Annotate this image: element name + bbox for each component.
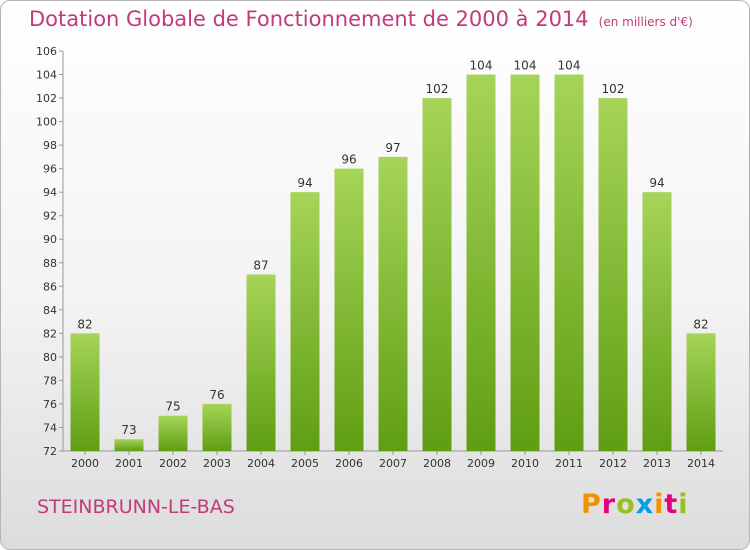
y-tick-label: 74 [43,421,57,434]
bar-2003 [202,403,232,451]
bar-2005 [290,192,320,452]
data-label: 104 [558,59,581,73]
data-label: 97 [385,141,400,155]
bar-2001 [114,439,144,451]
bar-2012 [598,98,628,451]
bar-2008 [422,98,452,451]
data-label: 102 [426,82,449,96]
x-tick-label: 2006 [335,457,363,470]
y-tick-label: 82 [43,327,57,340]
x-tick-label: 2003 [203,457,231,470]
x-tick-label: 2012 [599,457,627,470]
y-tick-label: 102 [36,92,57,105]
x-tick-label: 2007 [379,457,407,470]
x-tick-label: 2001 [115,457,143,470]
bar-2000 [70,333,100,451]
proxiti-logo: Proxiti [581,489,689,520]
x-tick-label: 2013 [643,457,671,470]
x-tick-label: 2010 [511,457,539,470]
chart-title-text: Dotation Globale de Fonctionnement de 20… [29,7,589,31]
x-tick-label: 2005 [291,457,319,470]
chart-unit: (en milliers d'€) [598,15,693,29]
bar-2004 [246,274,276,451]
y-tick-label: 80 [43,351,57,364]
chart-title: Dotation Globale de Fonctionnement de 20… [29,7,693,31]
y-tick-label: 100 [36,116,57,129]
x-tick-label: 2004 [247,457,275,470]
commune-name: STEINBRUNN-LE-BAS [37,496,235,518]
logo-letter: r [601,489,617,520]
bar-2006 [334,168,364,451]
data-label: 102 [602,82,625,96]
logo-letter: P [581,489,602,520]
x-tick-label: 2009 [467,457,495,470]
y-tick-label: 94 [43,186,57,199]
y-tick-label: 90 [43,233,57,246]
data-label: 87 [253,259,268,273]
x-tick-label: 2008 [423,457,451,470]
bar-2011 [554,74,584,451]
y-tick-label: 98 [43,139,57,152]
x-tick-label: 2014 [687,457,715,470]
logo-letter: x [635,489,655,520]
x-tick-label: 2000 [71,457,99,470]
logo-letter: i [654,489,665,520]
bar-2013 [642,192,672,452]
y-tick-label: 72 [43,445,57,458]
x-tick-label: 2011 [555,457,583,470]
bar-2002 [158,415,188,451]
bar-2010 [510,74,540,451]
logo-letter: i [678,489,689,520]
x-tick-label: 2002 [159,457,187,470]
bar-2009 [466,74,496,451]
data-label: 76 [209,388,224,402]
y-tick-label: 106 [36,45,57,58]
y-tick-label: 76 [43,398,57,411]
data-label: 96 [341,153,356,167]
data-label: 73 [121,423,136,437]
data-label: 94 [297,176,312,190]
data-label: 82 [77,317,92,331]
data-label: 94 [649,176,664,190]
data-label: 104 [470,59,493,73]
bar-2014 [686,333,716,451]
y-tick-label: 96 [43,163,57,176]
y-tick-label: 84 [43,304,57,317]
y-tick-label: 88 [43,257,57,270]
bar-2007 [378,156,408,451]
logo-letter: t [664,489,679,520]
data-label: 104 [514,59,537,73]
data-label: 75 [165,400,180,414]
y-tick-label: 104 [36,69,57,82]
data-label: 82 [693,317,708,331]
y-tick-label: 92 [43,210,57,223]
y-tick-label: 78 [43,374,57,387]
y-tick-label: 86 [43,280,57,293]
logo-letter: o [616,489,636,520]
